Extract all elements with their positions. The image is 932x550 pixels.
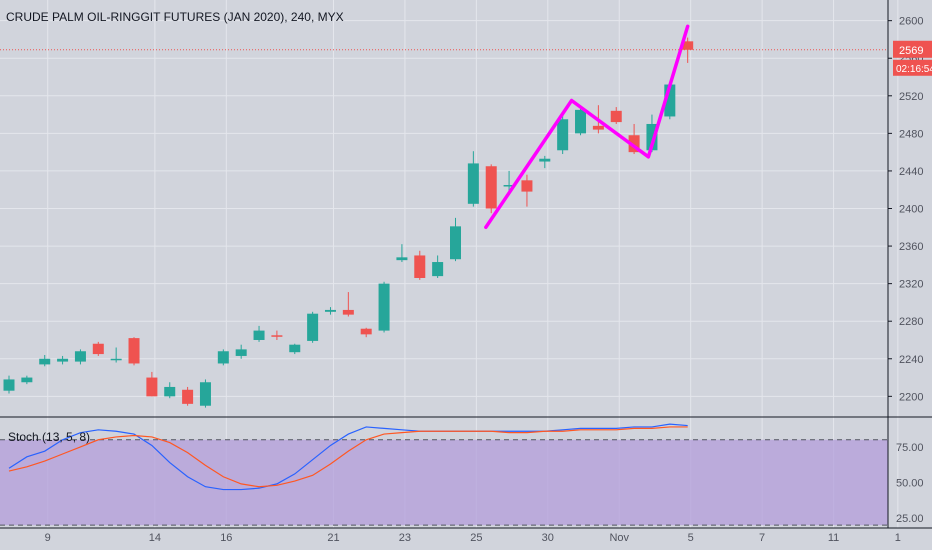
candle-body[interactable] (110, 358, 122, 361)
candle-body[interactable] (467, 163, 479, 204)
candle-body[interactable] (3, 379, 15, 391)
candle-body[interactable] (592, 125, 604, 130)
candle-body[interactable] (360, 328, 372, 335)
price-tick-label: 2360 (899, 241, 923, 253)
candle-body[interactable] (521, 180, 533, 192)
price-tick-label: 2280 (899, 316, 923, 328)
time-tick-label: 25 (470, 532, 482, 544)
time-tick-label: 21 (327, 532, 339, 544)
candle-body[interactable] (450, 226, 461, 260)
time-tick-label: 5 (688, 532, 694, 544)
candle-body[interactable] (199, 382, 211, 406)
candle-body[interactable] (146, 377, 158, 397)
candle-body[interactable] (378, 283, 390, 331)
time-tick-label: 30 (542, 532, 554, 544)
stoch-lines (8, 423, 688, 491)
candle-body[interactable] (646, 123, 658, 151)
countdown-label: 02:16:54 (896, 64, 932, 75)
candle-body[interactable] (128, 338, 140, 364)
candle-body[interactable] (557, 119, 569, 151)
candle-body[interactable] (39, 358, 51, 365)
candle-body[interactable] (575, 109, 587, 134)
pattern-drawing[interactable] (484, 24, 690, 230)
price-tick-label: 2600 (899, 16, 923, 28)
candle-body[interactable] (682, 41, 694, 50)
stoch-band-fill (0, 439, 888, 526)
chart-title: CRUDE PALM OIL-RINGGIT FUTURES (JAN 2020… (6, 10, 344, 24)
price-tick-label: 2400 (899, 204, 923, 216)
time-tick-label: 11 (828, 532, 839, 544)
candle-body[interactable] (324, 309, 336, 312)
time-tick-label: 23 (399, 532, 411, 544)
candle-body[interactable] (432, 262, 444, 277)
last-price-label: 2569 (899, 45, 923, 57)
pattern-line[interactable] (484, 24, 690, 230)
stoch-band (0, 439, 888, 526)
countdown-badge (893, 59, 932, 76)
candle-body[interactable] (539, 158, 551, 162)
time-tick-label: 16 (220, 532, 232, 544)
last-price-badge (893, 40, 932, 58)
candle-body[interactable] (396, 257, 408, 261)
candle-body[interactable] (307, 313, 319, 341)
candle-body[interactable] (610, 110, 622, 123)
time-tick-label: 14 (149, 532, 161, 544)
stoch-k-line (8, 423, 688, 491)
price-tick-label: 2320 (899, 279, 923, 291)
candle-body[interactable] (74, 351, 86, 362)
candle-body[interactable] (182, 389, 194, 404)
price-tick-label: 2480 (899, 128, 923, 140)
stoch-d-line (8, 426, 688, 488)
candle-body[interactable] (235, 349, 247, 356)
candle-body[interactable] (21, 377, 33, 383)
candle-body[interactable] (414, 255, 426, 278)
candle-body[interactable] (57, 358, 69, 362)
time-tick-label: 7 (759, 532, 765, 544)
stoch-label: Stoch (13, 5, 8) (8, 430, 90, 444)
stoch-tick-label: 25.00 (896, 513, 924, 525)
candles[interactable] (3, 37, 694, 408)
price-tick-label: 2440 (899, 166, 923, 178)
time-axis[interactable]: 9 14 16 21 23 25 30 Nov 5 7 11 1 (45, 532, 901, 544)
stoch-tick-label: 75.00 (896, 442, 924, 454)
candle-body[interactable] (253, 330, 265, 340)
candle-body[interactable] (664, 84, 676, 117)
candle-body[interactable] (289, 344, 301, 353)
price-axis[interactable]: 2600256025202480244024002360232022802240… (888, 16, 923, 404)
candle-body[interactable] (628, 135, 640, 153)
candle-body[interactable] (217, 351, 229, 364)
stoch-tick-label: 50.00 (896, 477, 924, 489)
price-tick-label: 2200 (899, 391, 923, 403)
price-tick-label: 2240 (899, 354, 923, 366)
candle-body[interactable] (342, 309, 354, 315)
last-price-marker: 2569 02:16:54 (0, 40, 932, 76)
price-tick-label: 2520 (899, 91, 923, 103)
time-tick-label: 1 (895, 532, 901, 544)
candle-body[interactable] (271, 335, 283, 337)
candle-body[interactable] (92, 343, 104, 355)
time-tick-label: 9 (45, 532, 51, 544)
candle-body[interactable] (485, 166, 497, 209)
stoch-axis[interactable]: 75.00 50.00 25.00 (896, 442, 924, 525)
time-tick-label: Nov (609, 532, 629, 544)
candle-body[interactable] (164, 386, 176, 397)
candle-body[interactable] (503, 185, 515, 187)
